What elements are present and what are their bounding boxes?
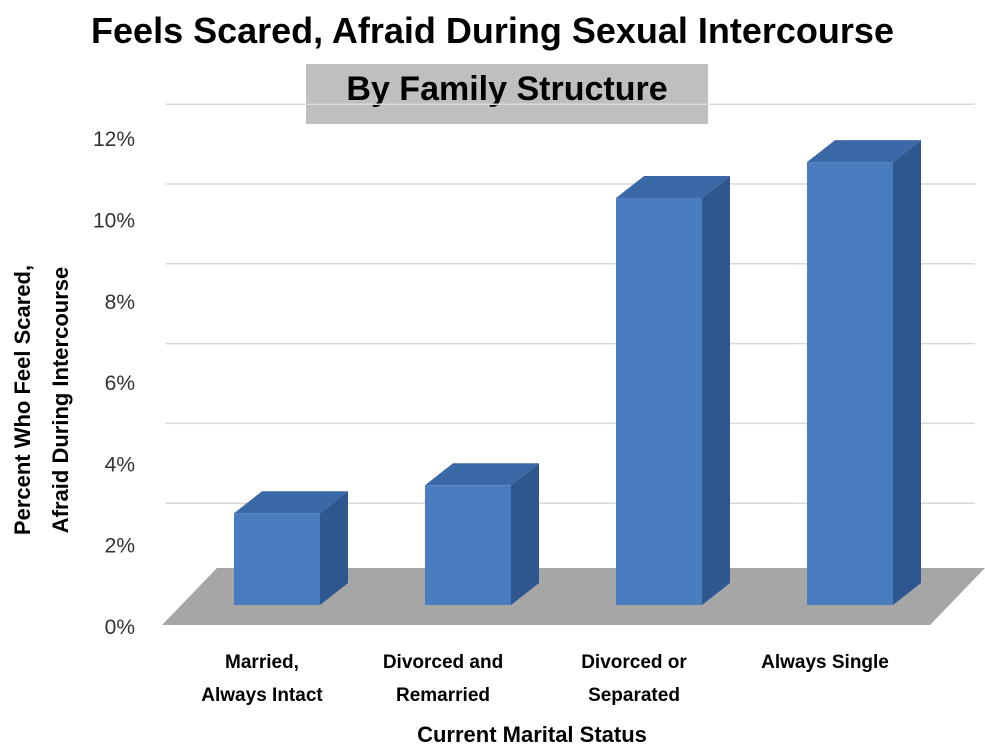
bar-top (425, 463, 539, 486)
bar-front (616, 198, 702, 605)
x-category-label: Remarried (396, 685, 490, 706)
axis-titles: Current Marital Status Percent Who Feel S… (10, 265, 647, 747)
y-tick-label: 10% (93, 210, 135, 233)
bar-top (234, 491, 348, 514)
bars (234, 140, 921, 606)
y-axis-title: Afraid During Intercourse (48, 267, 73, 533)
bar-side (702, 176, 730, 605)
x-category-label: Divorced or (581, 652, 687, 673)
bar-side (511, 463, 539, 605)
y-tick-label: 12% (93, 128, 135, 151)
floor-plane (162, 568, 985, 625)
y-tick-label: 8% (105, 291, 135, 314)
bar-side (320, 491, 348, 605)
x-category-label: Always Intact (201, 685, 323, 706)
bar (234, 491, 348, 605)
bar-front (807, 162, 893, 606)
y-axis-ticks: 0% 2% 4% 6% 8% 10% 12% (93, 128, 135, 639)
y-tick-label: 6% (105, 372, 135, 395)
bar-front (234, 513, 320, 605)
y-tick-label: 2% (105, 535, 135, 558)
chart-floor (162, 568, 985, 625)
bar-top (616, 176, 730, 199)
y-tick-label: 4% (105, 453, 135, 476)
bar-top (807, 140, 921, 163)
x-axis-categories: Married, Always Intact Divorced and Remarri… (201, 652, 889, 706)
chart-title: Feels Scared, Afraid During Sexual Inter… (91, 10, 894, 51)
x-category-label: Always Single (761, 652, 889, 673)
bar (616, 176, 730, 605)
chart-subtitle-background (306, 64, 708, 124)
bar (425, 463, 539, 605)
bar (807, 140, 921, 606)
x-axis-title: Current Marital Status (417, 722, 647, 747)
bar-front (425, 485, 511, 605)
x-category-label: Married, (225, 652, 299, 673)
y-tick-label: 0% (105, 616, 135, 639)
chart-subtitle: By Family Structure (346, 70, 668, 108)
x-category-label: Separated (588, 685, 680, 706)
y-axis-title: Percent Who Feel Scared, (10, 265, 35, 535)
bar-side (893, 140, 921, 606)
x-category-label: Divorced and (383, 652, 503, 673)
